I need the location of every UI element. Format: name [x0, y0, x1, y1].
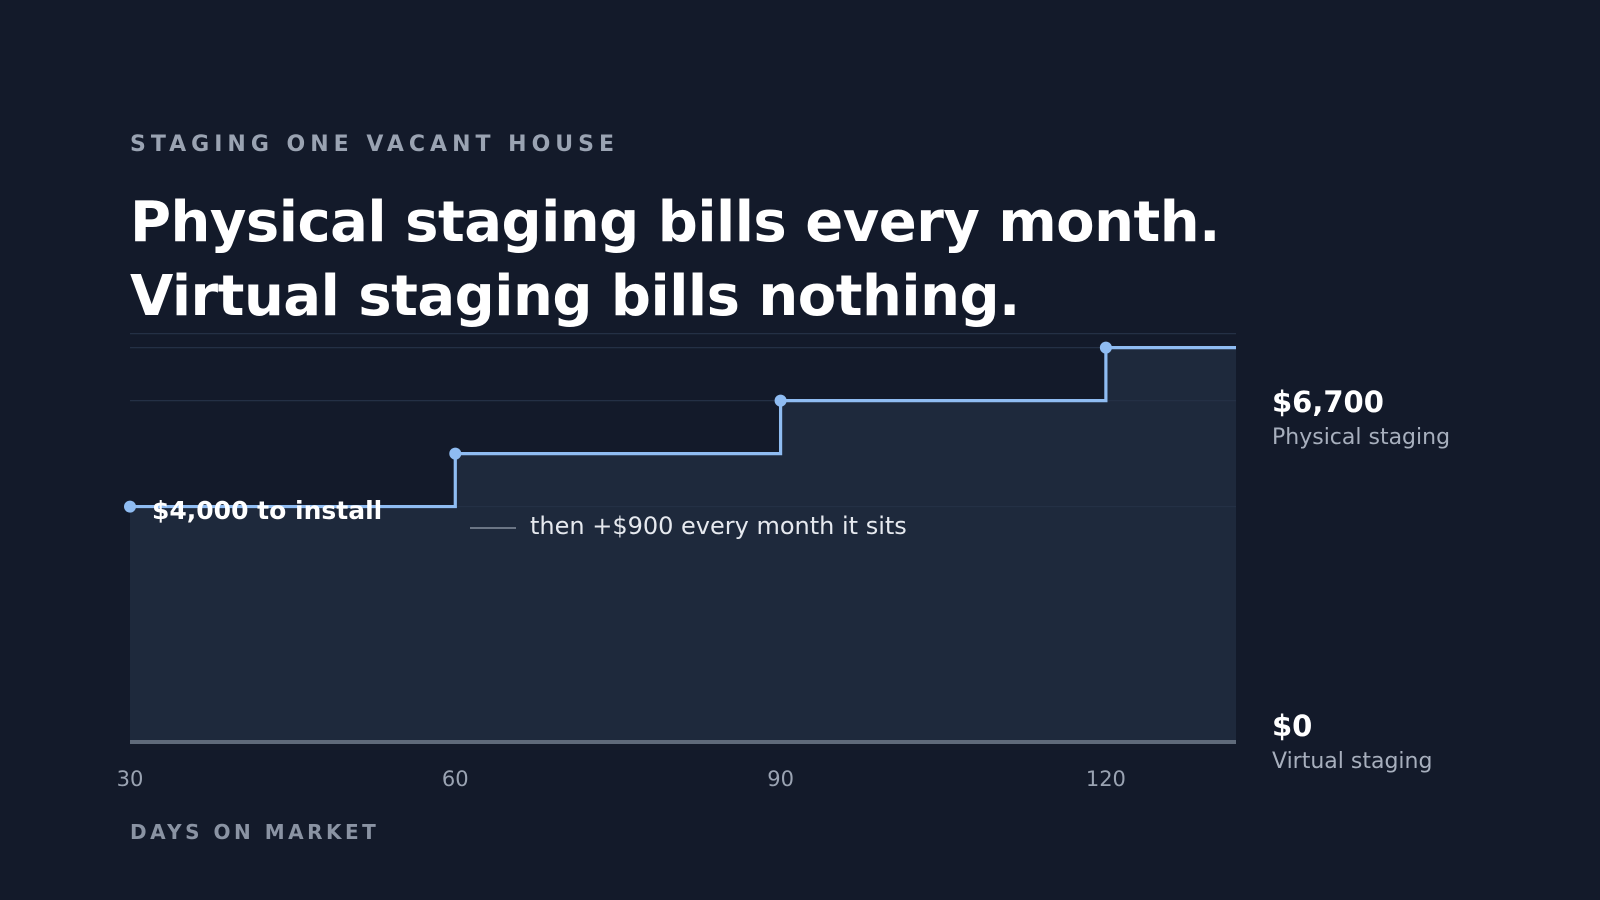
- chart-headline: Physical staging bills every month. Virt…: [130, 186, 1220, 334]
- chart-eyebrow: STAGING ONE VACANT HOUSE: [130, 132, 620, 157]
- physical-end-name: Physical staging: [1272, 425, 1451, 450]
- physical-point: [774, 394, 787, 407]
- x-axis-title: DAYS ON MARKET: [130, 820, 380, 844]
- virtual-end-name: Virtual staging: [1272, 749, 1433, 774]
- monthly-annotation-leader: [470, 527, 516, 529]
- x-tick-label: 60: [442, 767, 469, 791]
- physical-end-value: $6,700: [1272, 385, 1384, 419]
- physical-area: [130, 347, 1236, 742]
- monthly-annotation: then +$900 every month it sits: [530, 512, 907, 540]
- x-tick-label: 120: [1086, 767, 1126, 791]
- physical-point: [449, 447, 462, 460]
- x-tick-label: 30: [117, 767, 144, 791]
- headline-line-2: Virtual staging bills nothing.: [130, 264, 1020, 329]
- virtual-end-label: $0 Virtual staging: [1272, 708, 1432, 780]
- physical-end-label: $6,700 Physical staging: [1272, 384, 1450, 456]
- headline-line-1: Physical staging bills every month.: [130, 190, 1220, 255]
- physical-point: [1099, 341, 1112, 354]
- physical-point: [124, 500, 136, 513]
- physical-staging-line: [130, 346, 1236, 509]
- x-tick-label: 90: [767, 767, 794, 791]
- install-annotation: $4,000 to install: [152, 496, 383, 525]
- virtual-end-value: $0: [1272, 709, 1313, 743]
